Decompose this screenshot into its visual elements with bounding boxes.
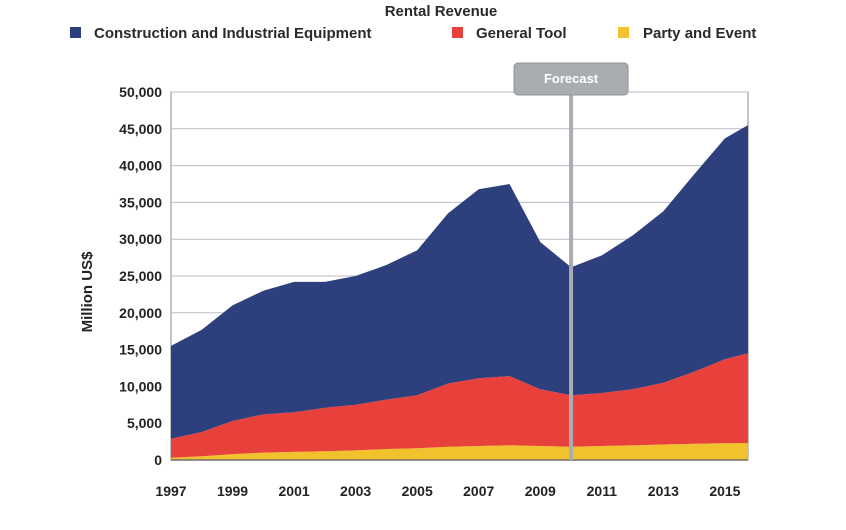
- area-general-tool: [171, 353, 748, 458]
- x-tick-label: 1999: [217, 483, 248, 499]
- y-tick-label: 35,000: [119, 194, 162, 210]
- legend-swatch-general-tool: [452, 27, 463, 38]
- x-tick-label: 2011: [587, 483, 618, 499]
- area-construction-and-industrial-equipment: [171, 125, 748, 439]
- x-tick-label: 2005: [402, 483, 433, 499]
- legend-label-general-tool: General Tool: [476, 25, 567, 42]
- legend-swatch-construction: [70, 27, 81, 38]
- x-tick-labels: 1997 1999 2001 2003 2005 2007 2009 2011 2013 2015: [155, 483, 740, 499]
- forecast-marker: Forecast: [513, 62, 629, 460]
- y-tick-label: 20,000: [119, 305, 162, 321]
- x-tick-label: 2015: [709, 483, 740, 499]
- y-tick-label: 5,000: [127, 415, 162, 431]
- y-tick-label: 50,000: [119, 84, 162, 100]
- x-tick-label: 2007: [463, 483, 494, 499]
- chart-title: Rental Revenue: [385, 3, 498, 20]
- forecast-label: Forecast: [544, 71, 599, 86]
- x-tick-label: 2001: [279, 483, 310, 499]
- legend-swatch-party-event: [618, 27, 629, 38]
- y-tick-labels: 0 5,000 10,000 15,000 20,000 25,000 30,000 35,0…: [119, 84, 162, 468]
- y-tick-label: 40,000: [119, 158, 162, 174]
- area-party-and-event: [171, 443, 748, 460]
- y-axis-label: Million US$: [79, 251, 96, 332]
- x-tick-label: 2009: [525, 483, 556, 499]
- y-tick-label: 30,000: [119, 231, 162, 247]
- forecast-badge: [513, 62, 629, 96]
- y-tick-label: 0: [154, 452, 162, 468]
- x-tick-label: 2013: [648, 483, 679, 499]
- y-tick-label: 10,000: [119, 378, 162, 394]
- y-tick-label: 25,000: [119, 268, 162, 284]
- legend: Construction and Industrial Equipment Ge…: [70, 25, 756, 42]
- legend-label-construction: Construction and Industrial Equipment: [94, 25, 372, 42]
- y-tick-label: 45,000: [119, 121, 162, 137]
- x-tick-label: 1997: [155, 483, 186, 499]
- x-tick-label: 2003: [340, 483, 371, 499]
- legend-label-party-event: Party and Event: [643, 25, 756, 42]
- y-tick-label: 15,000: [119, 342, 162, 358]
- plot-area: [170, 91, 749, 461]
